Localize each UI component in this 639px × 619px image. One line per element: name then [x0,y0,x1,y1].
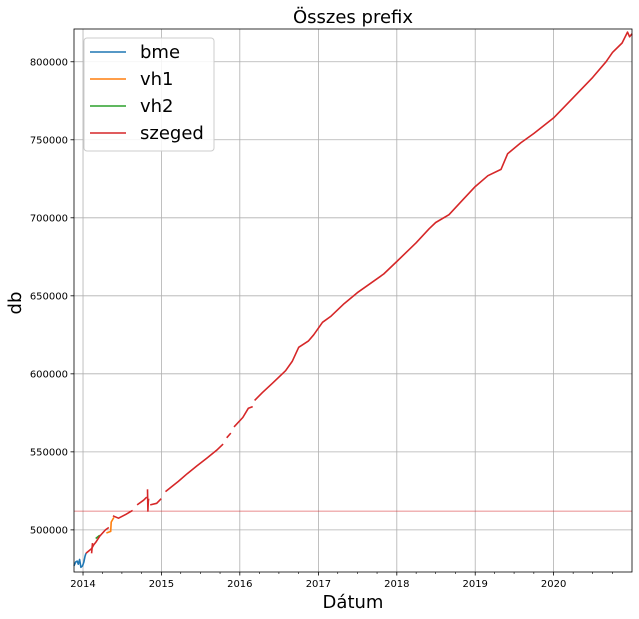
y-tick-label: 750000 [30,135,68,146]
legend-box [83,37,215,152]
x-tick-label: 2020 [541,579,566,590]
series-line-bme [73,553,87,569]
y-tick-label: 650000 [30,291,68,302]
series-line-szeged [150,498,162,506]
chart-title: Összes prefix [293,6,413,28]
y-axis: 500000 550000 600000 650000 700000 750000 8000… [30,57,74,536]
y-axis-title: db [5,292,26,315]
series-layer [73,31,633,569]
legend-label-vh1: vh1 [140,69,174,90]
series-line-szeged [90,543,94,554]
y-tick-label: 600000 [30,369,68,380]
x-tick-label: 2015 [149,579,174,590]
x-axis: 2014 2015 2016 2017 2018 2019 2020 [70,572,613,590]
series-line-szeged [233,405,253,428]
x-tick-label: 2019 [462,579,487,590]
x-tick-label: 2016 [227,579,252,590]
series-line-vh1 [106,517,115,534]
y-tick-label: 550000 [30,447,68,458]
series-line-szeged [146,489,150,512]
legend: bme vh1 vh2 szeged [83,37,215,152]
x-tick-label: 2014 [70,579,95,590]
series-line-szeged [254,31,633,401]
x-tick-label: 2018 [384,579,409,590]
series-line-szeged [226,432,232,439]
y-tick-label: 800000 [30,57,68,68]
y-tick-label: 500000 [30,525,68,536]
legend-label-vh2: vh2 [140,96,174,117]
y-tick-label: 700000 [30,213,68,224]
x-tick-label: 2017 [306,579,331,590]
legend-label-szeged: szeged [140,123,204,144]
legend-label-bme: bme [140,42,180,63]
series-line-szeged [164,443,224,493]
plot-frame [73,28,633,573]
series-line-szeged [112,509,134,520]
series-line-szeged [136,496,148,506]
series-line-szeged [85,526,110,554]
x-axis-title: Dátum [323,592,384,613]
